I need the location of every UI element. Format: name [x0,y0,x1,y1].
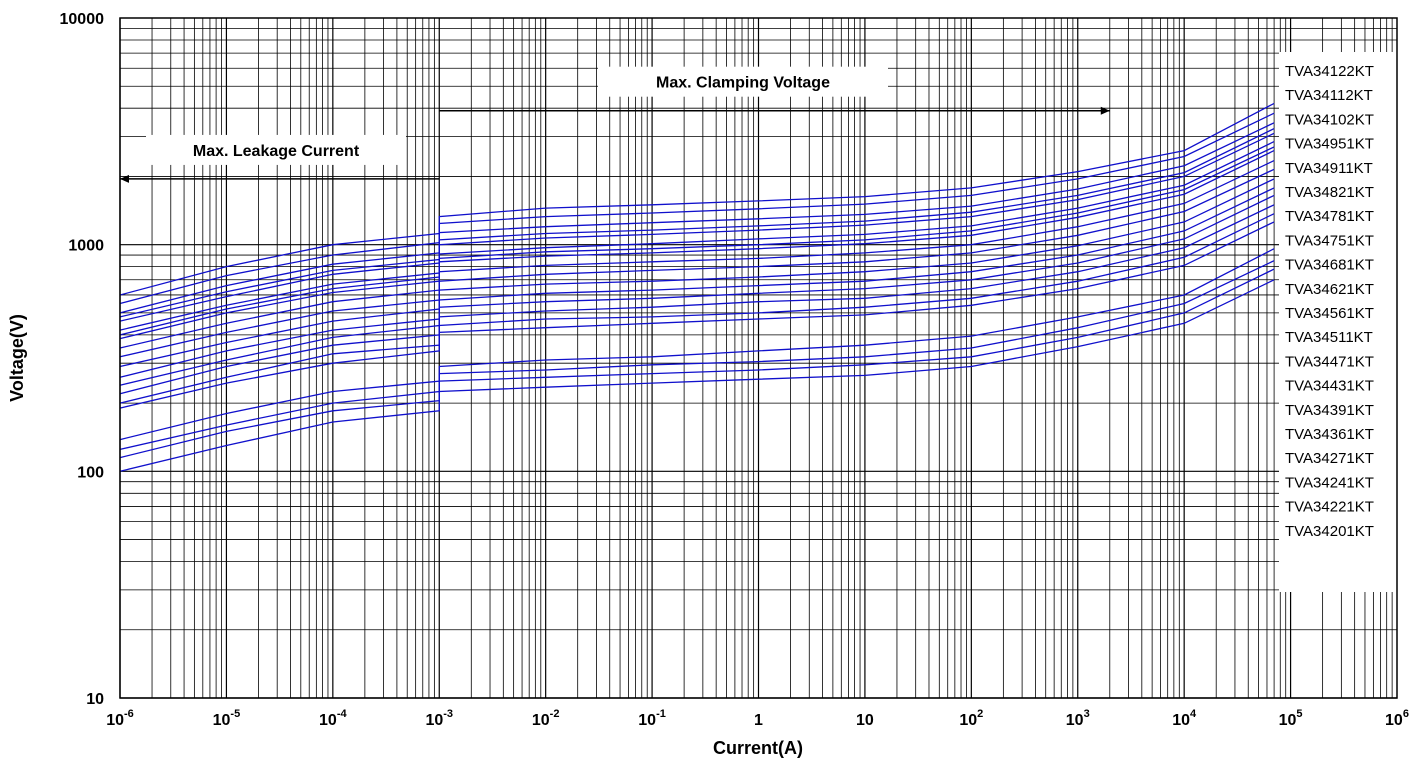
series-line-TVA34112KT [119,112,1275,305]
series-line-TVA34511KT [119,187,1275,378]
x-tick-label: 10-4 [319,708,347,729]
x-tick-label: 104 [1172,708,1197,729]
series-line-TVA34911KT [119,132,1275,322]
annotation-label: Max. Clamping Voltage [656,75,830,92]
legend-entry: TVA34511KT [1285,329,1373,346]
series-group [119,102,1275,472]
y-axis-ticks: 10 100 1000 10000 [60,11,105,708]
y-tick-label: 100 [77,464,104,481]
legend-entry: TVA34911KT [1285,160,1373,177]
series-line-TVA34751KT [119,150,1275,340]
legend-entry: TVA34781KT [1285,208,1374,225]
legend-entry: TVA34821KT [1285,184,1374,201]
series-line-TVA34201KT [119,279,1275,472]
series-line-TVA34122KT [119,102,1275,296]
legend-entry: TVA34471KT [1285,353,1374,370]
series-line-TVA34361KT [119,221,1275,409]
legend-entry: TVA34561KT [1285,305,1374,322]
annotation-background [598,66,888,97]
y-axis-title: Voltage(V) [7,314,27,402]
legend-entry: TVA34221KT [1285,499,1374,516]
x-axis-title: Current(A) [713,738,803,758]
x-tick-label: 10-2 [532,708,560,729]
series-line-TVA34471KT [119,194,1275,386]
legend-entry: TVA34751KT [1285,232,1374,249]
x-tick-label: 10-6 [106,708,134,729]
legend-entry: TVA34122KT [1285,63,1374,80]
series-line-TVA34781KT [119,146,1275,336]
legend-entry: TVA34681KT [1285,257,1374,274]
legend-entry: TVA34951KT [1285,136,1374,153]
y-tick-label: 1000 [68,238,104,255]
legend-entry: TVA34201KT [1285,523,1374,540]
series-line-TVA34271KT [119,248,1275,441]
arrow-head [1100,106,1110,115]
x-tick-label: 1 [754,712,763,729]
legend: TVA34122KT TVA34112KT TVA34102KT TVA34951KT… [1285,63,1374,540]
x-tick-label: 105 [1279,708,1303,729]
y-tick-label: 10000 [60,11,105,28]
y-tick-label: 10 [86,691,104,708]
legend-entry: TVA34102KT [1285,111,1374,128]
x-tick-label: 102 [959,708,983,729]
series-line-TVA34431KT [119,204,1275,395]
series-line-TVA34951KT [119,128,1275,318]
plot-frame [119,17,1398,699]
annotations: Max. Leakage Current Max. Clamping Voltag… [120,66,1110,183]
series-line-TVA34821KT [119,141,1275,331]
series-line-TVA34681KT [119,160,1275,349]
legend-entry: TVA34361KT [1285,426,1374,443]
series-line-TVA34561KT [119,178,1275,368]
annotation-background [146,134,406,165]
arrow-head [120,174,129,183]
legend-background [1279,52,1419,592]
x-tick-label: 106 [1385,708,1409,729]
series-line-TVA34241KT [119,260,1275,451]
legend-entry: TVA34391KT [1285,402,1374,419]
legend-entry: TVA34271KT [1285,450,1374,467]
series-line-TVA34391KT [119,213,1275,404]
series-line-TVA34221KT [119,268,1275,459]
x-tick-label: 10-3 [425,708,453,729]
series-line-TVA34621KT [119,168,1275,358]
legend-entry: TVA34621KT [1285,281,1374,298]
x-tick-label: 10 [856,712,874,729]
annotation-label: Max. Leakage Current [193,143,360,160]
x-tick-label: 10-5 [213,708,241,729]
series-line-TVA34102KT [119,122,1275,314]
legend-entry: TVA34431KT [1285,378,1374,395]
x-tick-label: 10-1 [638,708,666,729]
legend-entry: TVA34241KT [1285,474,1374,491]
x-axis-ticks: 10-6 10-5 10-4 10-3 10-2 10-1 1 10 102 103 104 105 1… [106,708,1409,729]
x-tick-label: 103 [1066,708,1090,729]
legend-entry: TVA34112KT [1285,87,1373,104]
